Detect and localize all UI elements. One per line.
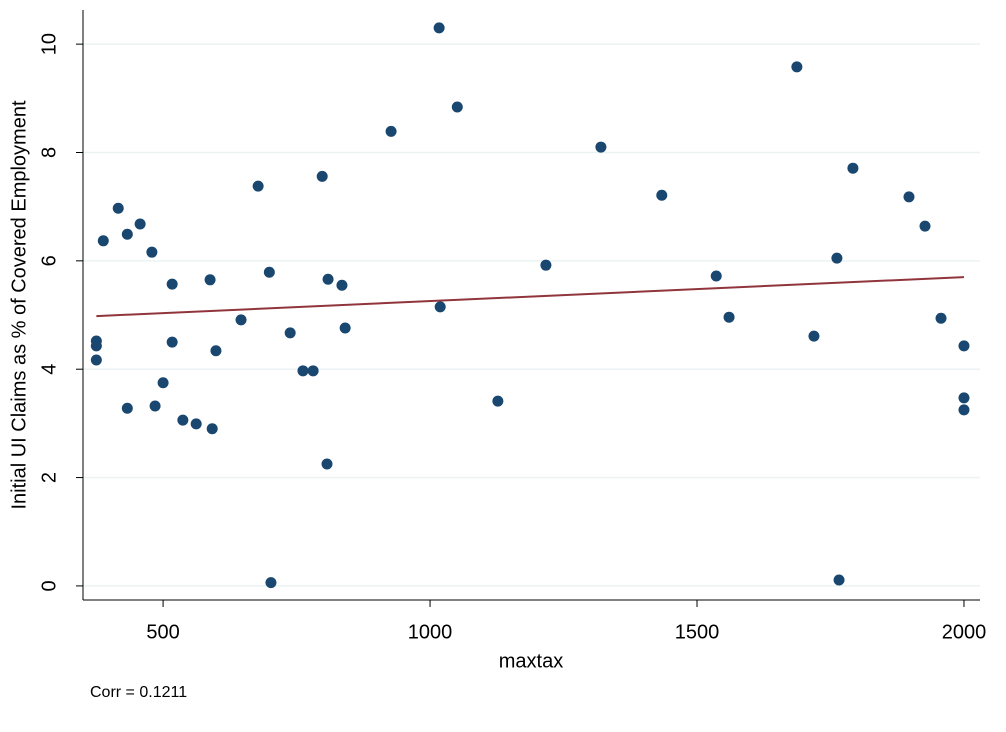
point <box>339 322 351 334</box>
point <box>336 279 348 291</box>
point <box>434 301 446 313</box>
point <box>252 180 264 192</box>
point <box>492 395 504 407</box>
point <box>112 202 124 214</box>
x-tick-label: 500 <box>146 621 179 643</box>
y-axis-title: Initial UI Claims as % of Covered Employ… <box>8 100 30 509</box>
point <box>385 125 397 137</box>
point <box>831 252 843 264</box>
point <box>808 330 820 342</box>
y-tick-label: 6 <box>38 255 60 266</box>
point <box>149 400 161 412</box>
point <box>710 270 722 282</box>
point <box>97 235 109 247</box>
point <box>321 458 333 470</box>
point <box>833 574 845 586</box>
point <box>958 340 970 352</box>
point <box>958 404 970 416</box>
point <box>847 162 859 174</box>
point <box>190 418 202 430</box>
point <box>433 22 445 34</box>
point <box>157 377 169 389</box>
point <box>595 141 607 153</box>
point <box>316 170 328 182</box>
point <box>958 392 970 404</box>
x-axis-title: maxtax <box>499 650 563 672</box>
point <box>297 365 309 377</box>
point <box>307 365 319 377</box>
point <box>121 402 133 414</box>
point <box>177 414 189 426</box>
x-tick-label: 1500 <box>675 621 720 643</box>
x-tick-label: 1000 <box>408 621 453 643</box>
point <box>322 273 334 285</box>
point <box>90 354 102 366</box>
point <box>265 577 277 589</box>
point <box>656 189 668 201</box>
point <box>121 228 133 240</box>
point <box>90 340 102 352</box>
point <box>935 312 947 324</box>
point <box>204 274 216 286</box>
point <box>166 336 178 348</box>
point <box>146 246 158 258</box>
point <box>210 345 222 357</box>
point <box>134 218 146 230</box>
point <box>263 266 275 278</box>
point <box>903 191 915 203</box>
x-tick-label: 2000 <box>942 621 987 643</box>
point <box>166 278 178 290</box>
point <box>791 61 803 73</box>
point <box>919 220 931 232</box>
y-tick-label: 0 <box>38 580 60 591</box>
note: Corr = 0.1211 <box>90 684 187 701</box>
point <box>451 101 463 113</box>
y-tick-label: 10 <box>38 33 60 55</box>
y-tick-label: 2 <box>38 472 60 483</box>
point <box>235 314 247 326</box>
point <box>206 423 218 435</box>
y-tick-label: 8 <box>38 147 60 158</box>
point <box>723 311 735 323</box>
y-tick-label: 4 <box>38 364 60 375</box>
point <box>540 259 552 271</box>
fit-line <box>96 276 965 318</box>
point <box>284 327 296 339</box>
